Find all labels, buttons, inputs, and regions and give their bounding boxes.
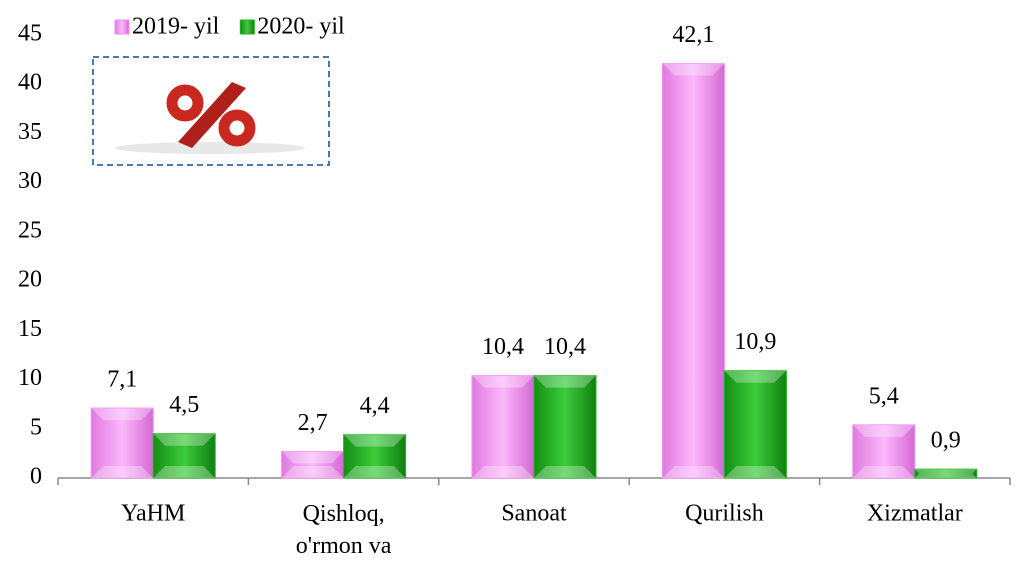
bar-bevel [343, 434, 406, 478]
data-label: 10,9 [734, 329, 776, 355]
legend-swatch [114, 19, 130, 35]
x-tick-label: Qurilish [685, 501, 764, 527]
y-tick-label: 35 [18, 119, 42, 145]
data-label: 42,1 [672, 22, 714, 48]
bar [723, 370, 787, 479]
bar [533, 375, 597, 479]
icon-frame [92, 56, 330, 166]
legend-item: 2019- yil [114, 14, 220, 40]
icon-ring [218, 109, 256, 147]
data-label: 5,4 [869, 383, 899, 409]
y-tick-label: 15 [18, 316, 42, 342]
y-tick-label: 20 [18, 267, 42, 293]
data-label: 10,4 [544, 334, 586, 360]
icon-shadow [115, 142, 305, 154]
y-tick-label: 5 [30, 414, 42, 440]
bar [152, 433, 216, 479]
bar [914, 468, 978, 479]
legend-item: 2020- yil [239, 14, 345, 40]
percent-icon [92, 56, 330, 166]
data-label: 4,4 [360, 393, 390, 419]
icon-ring [166, 84, 204, 122]
x-tick-label: Qishloq, o'rmon va [296, 501, 392, 559]
data-label: 0,9 [931, 428, 961, 454]
data-label: 4,5 [169, 392, 199, 418]
x-tick-label: YaHM [121, 501, 185, 527]
bar-bevel [153, 433, 216, 478]
y-tick-label: 0 [30, 464, 42, 490]
bar-bevel [914, 469, 977, 478]
bar [661, 63, 725, 479]
data-label: 2,7 [298, 410, 328, 436]
legend-label: 2019- yil [132, 14, 220, 40]
bar-bevel [281, 451, 344, 478]
data-label: 10,4 [482, 334, 524, 360]
y-tick-label: 45 [18, 21, 42, 47]
y-tick-label: 40 [18, 70, 42, 96]
bar-bevel [852, 424, 915, 478]
bar [281, 450, 345, 479]
legend-label: 2020- yil [257, 14, 345, 40]
legend-swatch [239, 19, 255, 35]
x-tick-label: Xizmatlar [867, 501, 963, 527]
y-tick-label: 10 [18, 365, 42, 391]
bar [852, 424, 916, 479]
data-label: 7,1 [107, 367, 137, 393]
x-tick-label: Sanoat [501, 501, 567, 527]
y-tick-label: 25 [18, 217, 42, 243]
y-tick-label: 30 [18, 168, 42, 194]
bar [471, 375, 535, 479]
icon-slash [178, 82, 246, 148]
bar [343, 434, 407, 479]
